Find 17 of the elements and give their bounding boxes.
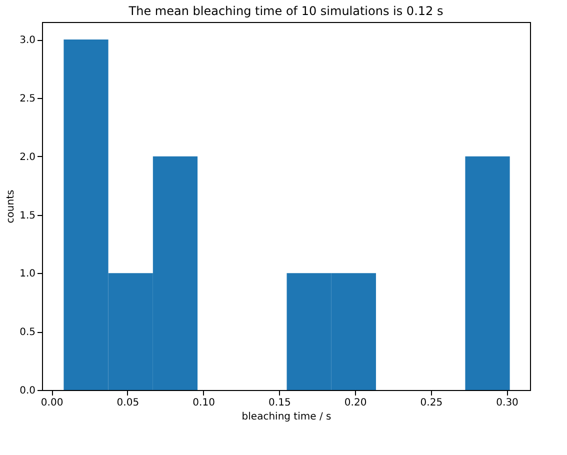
- x-axis-title: bleaching time / s: [242, 412, 332, 422]
- x-tick-label: 0.15: [268, 398, 291, 408]
- x-tick-label: 0.20: [344, 398, 367, 408]
- x-tick-label: 0.25: [420, 398, 443, 408]
- x-tick-label: 0.10: [192, 398, 215, 408]
- y-tick-label: 0.5: [20, 327, 36, 338]
- y-tick-label: 3.0: [20, 35, 36, 46]
- y-axis-title: counts: [6, 190, 17, 224]
- x-tick-label: 0.00: [40, 398, 64, 408]
- y-tick-label: 0.0: [20, 386, 36, 396]
- chart-title: The mean bleaching time of 10 simulations is 0.12 s: [128, 4, 444, 18]
- y-tick-label: 2.5: [20, 93, 36, 104]
- x-tick-label: 0.30: [496, 398, 518, 408]
- y-tick-label: 2.0: [20, 152, 36, 163]
- y-tick-label: 1.0: [20, 268, 36, 280]
- y-tick-label: 1.5: [20, 210, 36, 222]
- x-tick-label: 0.05: [116, 398, 140, 408]
